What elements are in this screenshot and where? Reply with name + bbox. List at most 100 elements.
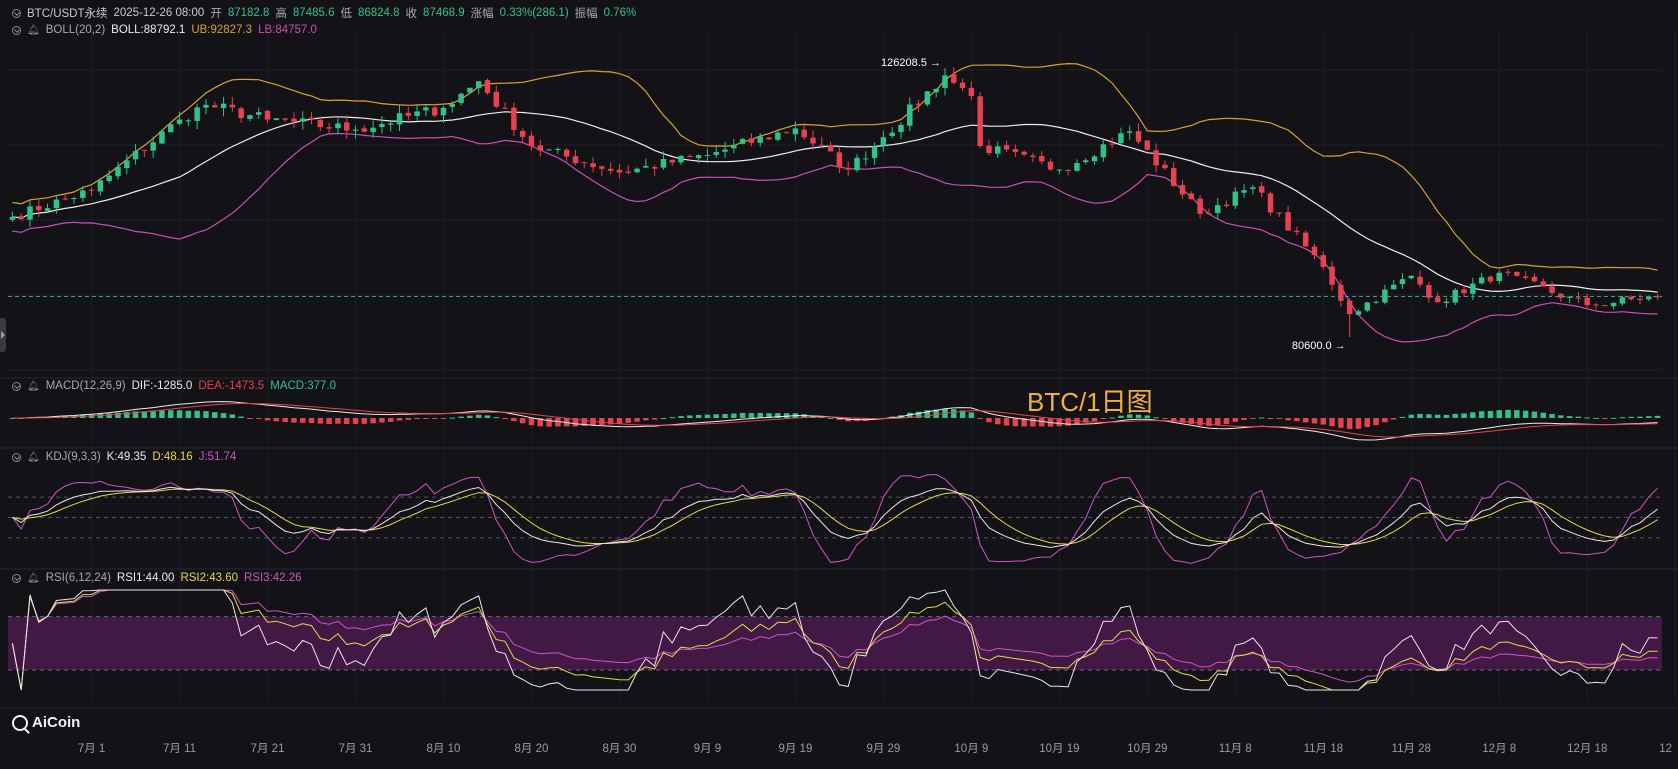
candle (827, 141, 834, 152)
x-tick-label: 7月 11 (163, 743, 196, 755)
macd-bar (1311, 418, 1318, 424)
rsi2-value: RSI2:43.60 (180, 572, 238, 584)
macd-bar (115, 412, 121, 418)
candle (1109, 137, 1115, 149)
candle-body (115, 166, 121, 177)
candle (300, 111, 306, 130)
candle (1355, 309, 1362, 316)
candle (396, 105, 403, 132)
candle-body (467, 87, 473, 93)
candle-body (44, 208, 51, 211)
alert-bell-icon[interactable]: 🔔︎ (27, 572, 40, 584)
candle-body (827, 145, 834, 152)
collapse-icon[interactable] (12, 573, 21, 583)
candle-body (335, 123, 341, 129)
candle (1540, 278, 1546, 287)
macd-bar (555, 418, 561, 427)
candle-body (792, 128, 799, 135)
candle-body (660, 159, 667, 168)
macd-bar (1100, 418, 1107, 420)
macd-bar (423, 418, 429, 419)
x-tick-label: 12月 18 (1567, 743, 1607, 755)
collapse-icon[interactable] (12, 381, 21, 391)
candle-body (185, 120, 192, 122)
candle (1267, 191, 1274, 216)
candle-body (537, 145, 543, 151)
rsi-name[interactable]: RSI(6,12,24) (45, 572, 111, 584)
open-value: 87182.8 (227, 7, 270, 19)
candle (1364, 301, 1370, 312)
candle-body (1654, 296, 1661, 298)
candle (915, 99, 922, 113)
candle (1382, 284, 1388, 305)
alert-bell-icon[interactable]: 🔔︎ (27, 380, 40, 392)
candle (1399, 273, 1406, 289)
kdj-name[interactable]: KDJ(9,3,3) (45, 451, 101, 463)
candle (722, 141, 728, 158)
candle-body (97, 180, 104, 192)
candle-body (722, 149, 728, 152)
candle (1522, 271, 1529, 280)
candle-body (352, 129, 359, 131)
candle-body (1153, 150, 1159, 166)
candle (379, 116, 385, 134)
macd-bar (757, 412, 763, 418)
side-panel-toggle[interactable] (0, 318, 6, 352)
macd-bar (168, 410, 174, 418)
candle-body (616, 169, 623, 173)
collapse-icon[interactable] (12, 8, 21, 18)
candle-body (238, 108, 244, 118)
macd-bar (1452, 413, 1458, 418)
amplitude-label: 振幅 (574, 8, 598, 20)
collapse-icon[interactable] (12, 25, 21, 35)
candle-body (739, 139, 746, 144)
macd-bar (625, 418, 631, 423)
alert-bell-icon[interactable]: 🔔︎ (27, 24, 40, 36)
macd-bar (959, 410, 966, 418)
candle (528, 131, 535, 151)
candle-body (106, 175, 112, 182)
candle (1619, 295, 1626, 306)
rsi1-line (11, 589, 1658, 691)
candle (387, 121, 394, 132)
macd-bar (458, 416, 464, 418)
candle (1153, 143, 1159, 173)
boll-name[interactable]: BOLL(20,2) (45, 24, 106, 36)
candle (1373, 300, 1379, 304)
candle-body (1170, 168, 1177, 186)
macd-histogram (9, 408, 1661, 430)
candle-body (308, 117, 315, 120)
macd-bar (1426, 414, 1432, 418)
macd-bar (159, 410, 165, 418)
candle-body (124, 160, 130, 169)
high-label: 高 (275, 8, 287, 20)
candle-body (1426, 285, 1432, 298)
candle-body (1197, 198, 1203, 214)
candle-body (669, 159, 675, 163)
macd-bar (1091, 418, 1098, 422)
candle (1575, 291, 1582, 303)
candle-body (581, 162, 587, 164)
candle (326, 122, 332, 135)
candle-body (194, 107, 200, 121)
macd-name[interactable]: MACD(12,26,9) (45, 380, 126, 392)
candle (203, 99, 209, 115)
candle-body (1047, 161, 1054, 170)
candle-body (1214, 205, 1221, 214)
candle (819, 136, 825, 148)
collapse-icon[interactable] (12, 452, 21, 462)
candle-body (1540, 281, 1546, 287)
candle (18, 213, 24, 221)
macd-bar (1267, 418, 1274, 419)
candle (335, 118, 341, 135)
alert-bell-icon[interactable]: 🔔︎ (27, 451, 40, 463)
candle (1390, 279, 1397, 290)
candle-body (546, 149, 552, 151)
macd-bar (387, 418, 394, 422)
candle (546, 148, 552, 151)
close-label: 收 (405, 8, 418, 20)
candle-body (1355, 311, 1362, 315)
candle (115, 161, 121, 180)
candle (695, 154, 702, 163)
